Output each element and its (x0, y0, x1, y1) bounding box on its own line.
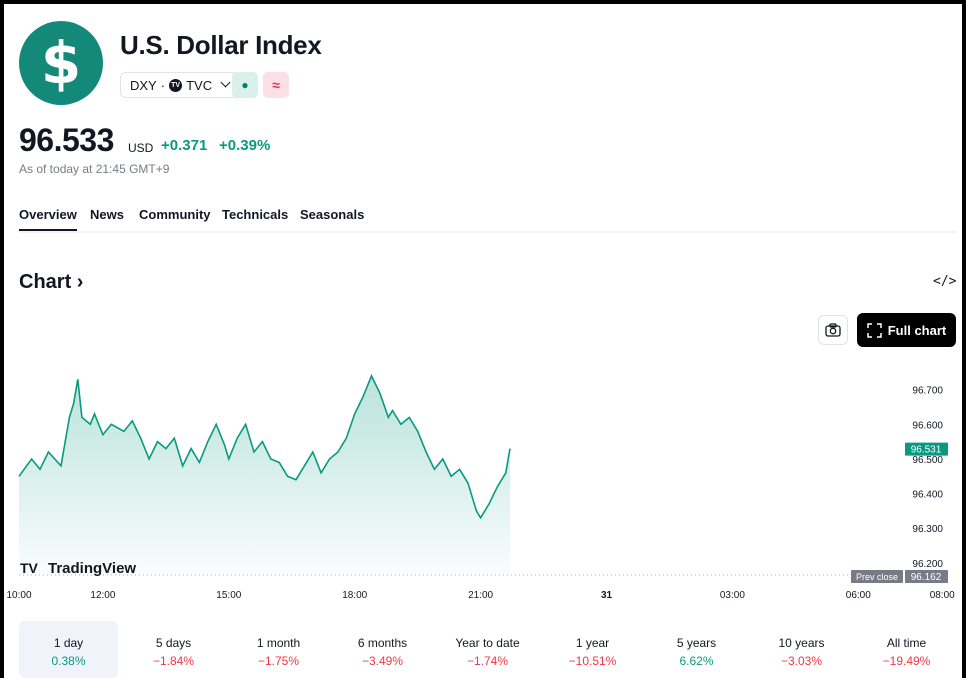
period-change: 6.62% (679, 654, 714, 668)
prev-close-value: 96.162 (911, 572, 942, 583)
currency-label: USD (128, 141, 154, 155)
period-1-day[interactable]: 1 day 0.38% (19, 621, 118, 678)
exchange-label: TVC (186, 77, 213, 93)
x-tick-label: 06:00 (846, 590, 871, 601)
tab-overview[interactable]: Overview (19, 207, 77, 231)
period-label: 1 year (575, 636, 610, 650)
y-tick-label: 96.400 (912, 490, 943, 501)
current-price: 96.533 (19, 122, 114, 158)
chart-heading[interactable]: Chart › (19, 271, 83, 294)
period-selector: 1 day 0.38% 5 days −1.84% 1 month −1.75%… (19, 621, 956, 678)
chart-heading-label: Chart (19, 271, 72, 293)
camera-icon (825, 323, 841, 337)
period-6-months[interactable]: 6 months −3.49% (333, 621, 432, 678)
period-change: −3.03% (780, 654, 823, 668)
x-tick-label: 08:00 (930, 590, 955, 601)
page-title: U.S. Dollar Index (120, 30, 322, 60)
chevron-down-icon (220, 77, 231, 88)
exchange-selector[interactable]: DXY · TV TVC (120, 72, 242, 98)
period-5-days[interactable]: 5 days −1.84% (124, 621, 223, 678)
period-change: −1.84% (152, 654, 195, 668)
y-tick-label: 96.600 (912, 420, 943, 431)
price-change: +0.371 (161, 137, 208, 154)
tab-seasonals[interactable]: Seasonals (300, 207, 365, 222)
page-frame: $ U.S. Dollar Index DXY · TV TVC ● ≈ 96.… (4, 4, 962, 678)
period-1-month[interactable]: 1 month −1.75% (229, 621, 328, 678)
period-label: 5 years (676, 636, 717, 650)
period-all-time[interactable]: All time −19.49% (857, 621, 956, 678)
period-label: 5 days (155, 636, 192, 650)
symbol-logo: $ (19, 21, 103, 105)
period-label: Year to date (455, 636, 520, 650)
period-label: 1 day (53, 636, 84, 650)
section-tabs: Overview News Community Technicals Seaso… (19, 207, 956, 233)
price-line (18, 373, 511, 520)
embed-code-icon[interactable]: </> (933, 274, 957, 289)
y-tick-label: 96.700 (912, 386, 943, 397)
last-price-badge (905, 442, 948, 456)
tab-community[interactable]: Community (139, 207, 211, 222)
period-change: 0.38% (51, 654, 86, 668)
tab-news[interactable]: News (90, 207, 124, 222)
period-label: All time (886, 636, 927, 650)
svg-text:TV: TV (20, 560, 39, 576)
period-change: −1.74% (466, 654, 509, 668)
x-tick-label: 12:00 (90, 590, 115, 601)
x-tick-label: 18:00 (342, 590, 367, 601)
period-5-years[interactable]: 5 years 6.62% (647, 621, 746, 678)
period-label: 10 years (778, 636, 825, 650)
x-tick-label: 03:00 (720, 590, 745, 601)
period-1-year[interactable]: 1 year −10.51% (543, 621, 642, 678)
chevron-right-icon: › (71, 271, 84, 293)
period-change: −19.49% (882, 654, 931, 668)
watermark-label: TradingView (48, 560, 136, 577)
period-label: 6 months (357, 636, 408, 650)
x-tick-label: 15:00 (216, 590, 241, 601)
full-chart-label: Full chart (887, 322, 947, 338)
full-chart-button[interactable]: Full chart (857, 313, 956, 347)
price-area-fill (19, 375, 510, 576)
prev-close-value-badge (905, 570, 948, 583)
quote-timestamp: As of today at 21:45 GMT+9 (19, 162, 170, 176)
tradingview-icon: TV (169, 78, 183, 92)
x-tick-label: 31 (601, 590, 613, 601)
last-price-label: 96.531 (911, 445, 942, 456)
period-year-to-date[interactable]: Year to date −1.74% (438, 621, 537, 678)
x-tick-label: 10:00 (6, 590, 31, 601)
price-change-percent: +0.39% (219, 137, 271, 154)
price-chart[interactable]: 96.700 96.600 96.500 96.400 96.300 96.200 10:0… (4, 354, 962, 609)
fullscreen-icon (866, 322, 882, 338)
y-tick-label: 96.300 (912, 524, 943, 535)
period-change: −1.75% (257, 654, 300, 668)
y-tick-label: 96.200 (912, 559, 943, 570)
exchange-separator: · (160, 77, 166, 93)
ticker-label: DXY (130, 77, 157, 93)
y-tick-label: 96.500 (912, 455, 943, 466)
period-10-years[interactable]: 10 years −3.03% (752, 621, 851, 678)
period-change: −3.49% (361, 654, 404, 668)
period-change: −10.51% (568, 654, 617, 668)
tab-technicals[interactable]: Technicals (222, 207, 289, 222)
snapshot-button[interactable] (818, 315, 848, 345)
tradingview-watermark: TV TradingView (20, 560, 136, 577)
data-delay-badge[interactable]: ≈ (263, 72, 289, 98)
prev-close-label: Prev close (856, 572, 898, 582)
x-tick-label: 21:00 (468, 590, 493, 601)
dollar-icon: $ (40, 29, 82, 97)
market-status-badge[interactable]: ● (232, 72, 258, 98)
prev-close-badge (851, 570, 903, 583)
period-label: 1 month (256, 636, 301, 650)
